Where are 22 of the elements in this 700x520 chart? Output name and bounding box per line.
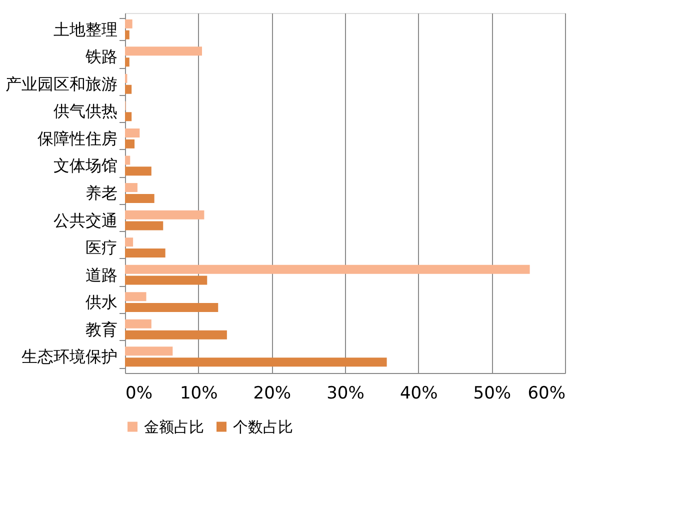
y-tick-label: 保障性住房 (38, 128, 118, 148)
x-tick-label: 60% (528, 384, 566, 404)
y-tick-label: 道路 (86, 265, 118, 284)
legend-label: 个数占比 (233, 418, 293, 436)
y-tick-label: 生态环境保护 (22, 347, 118, 366)
y-tick-label: 土地整理 (54, 20, 118, 39)
y-tick-label: 养老 (86, 184, 118, 202)
y-tick-label: 教育 (86, 320, 118, 339)
y-tick-label: 铁路 (84, 47, 118, 66)
y-tick-label: 供水 (86, 292, 118, 312)
x-tick-label: 10% (180, 384, 218, 404)
y-tick-label: 文体场馆 (54, 156, 118, 176)
y-tick-label: 公共交通 (54, 210, 118, 230)
x-tick-label: 0% (126, 384, 152, 404)
x-tick-label: 20% (253, 384, 292, 404)
y-tick-label: 供气供热 (54, 102, 118, 121)
y-tick-label: 医疗 (86, 238, 118, 258)
y-tick-label: 产业园区和旅游 (6, 74, 118, 94)
x-tick-label: 30% (326, 384, 364, 404)
x-tick-label: 40% (400, 384, 438, 404)
legend-label: 金额占比 (144, 418, 204, 436)
x-tick-label: 50% (473, 384, 512, 404)
